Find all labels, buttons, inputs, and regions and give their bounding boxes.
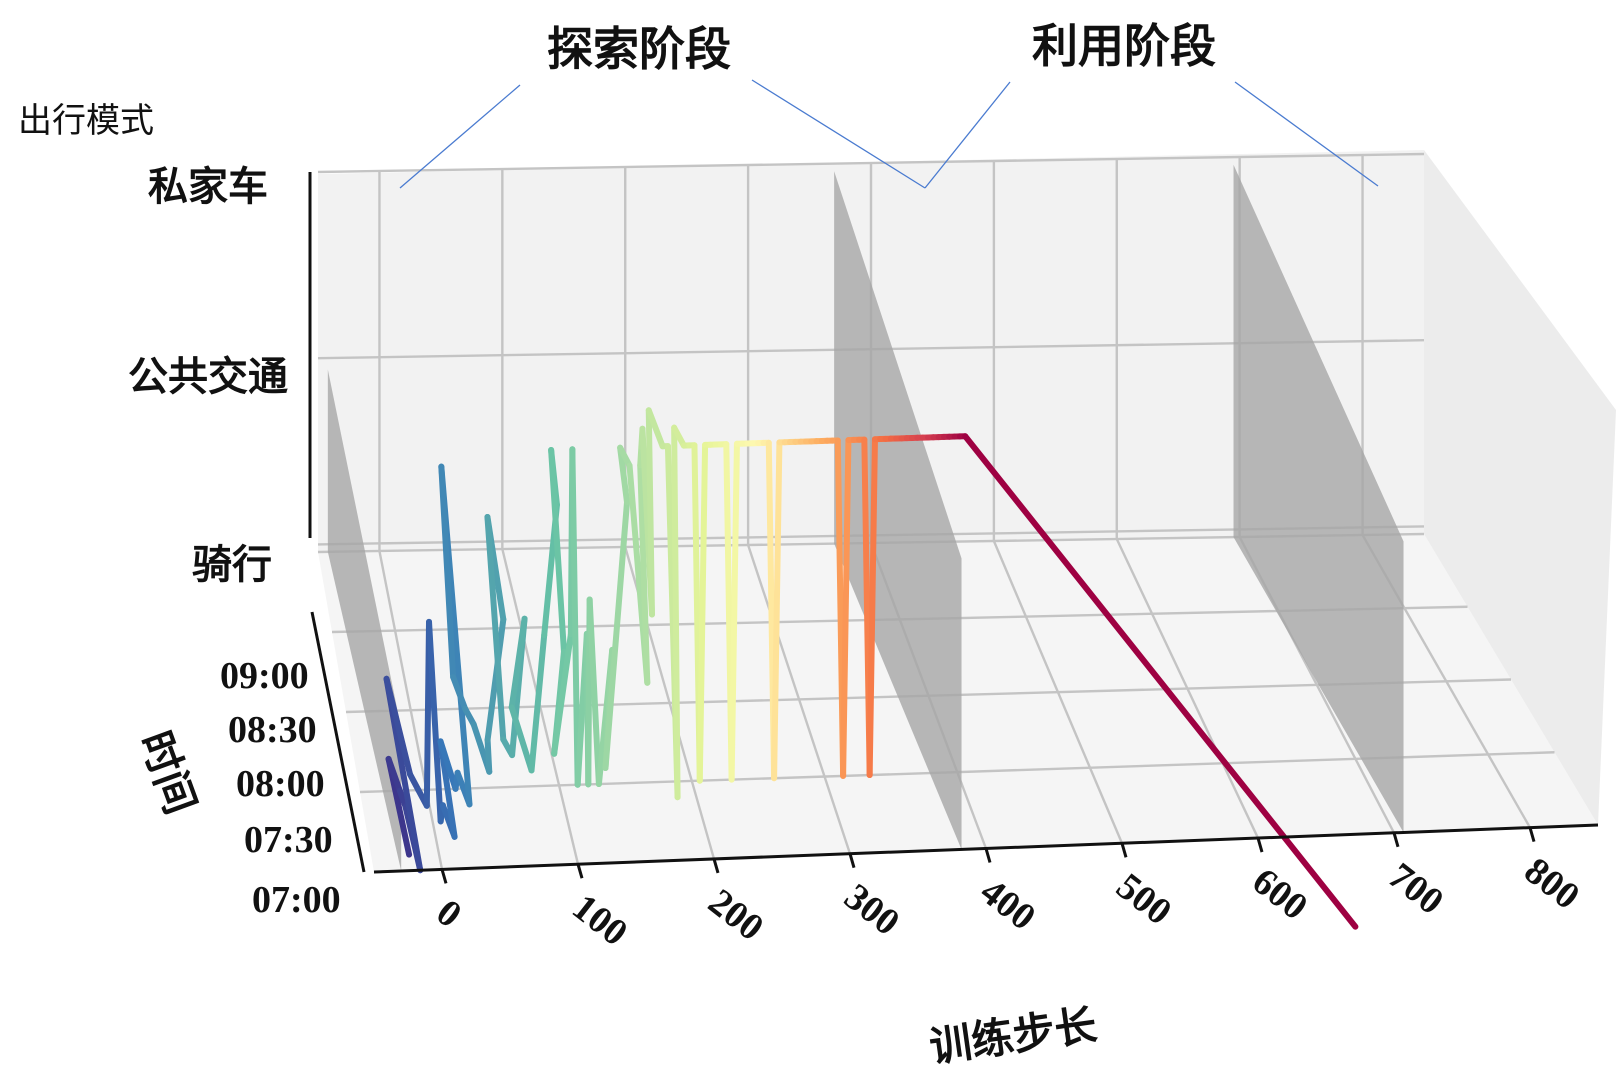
x-axis-title: 训练步长 bbox=[927, 1000, 1100, 1072]
shadow-plane-1 bbox=[834, 171, 962, 850]
y-axis-title: 时间 bbox=[131, 725, 206, 821]
series-segment-56 bbox=[671, 424, 687, 449]
series-segment-47 bbox=[637, 462, 651, 686]
series-segment-5 bbox=[383, 675, 414, 778]
series-segment-34 bbox=[551, 631, 574, 757]
series-segment-1 bbox=[385, 755, 403, 794]
x-tick-mark-600 bbox=[1256, 837, 1264, 853]
series-segment-17 bbox=[438, 463, 457, 681]
series-segment-18 bbox=[450, 674, 469, 712]
x-tick-label-500: 500 bbox=[1108, 865, 1179, 933]
series-segment-36 bbox=[569, 446, 581, 788]
series-segment-43 bbox=[602, 499, 631, 771]
annotation-line-0 bbox=[399, 84, 521, 189]
x-tick-label-300: 300 bbox=[836, 876, 907, 944]
x-tick-label-400: 400 bbox=[972, 870, 1043, 938]
shadow-plane-2 bbox=[1233, 164, 1404, 833]
x-tick-mark-300 bbox=[848, 853, 856, 869]
series-segment-32 bbox=[548, 446, 567, 655]
series-segment-60 bbox=[696, 441, 709, 784]
series-segment-51 bbox=[645, 407, 655, 618]
annotation-line-2 bbox=[924, 81, 1011, 189]
series-segment-44 bbox=[617, 444, 631, 506]
x-tick-label-800: 800 bbox=[1516, 850, 1587, 918]
phase-annotations bbox=[399, 79, 1379, 189]
z-tick-car: 私家车 bbox=[148, 164, 268, 210]
series-segment-66 bbox=[728, 440, 740, 783]
phase-label-exploit: 利用阶段 bbox=[1032, 19, 1216, 73]
z-axis-title: 出行模式 bbox=[18, 101, 154, 141]
z-tick-transit: 公共交通 bbox=[128, 354, 288, 400]
side-pane bbox=[1424, 150, 1616, 825]
x-tick-label-100: 100 bbox=[564, 886, 635, 954]
grid-back-z-2 bbox=[317, 152, 1425, 174]
annotation-line-3 bbox=[1234, 81, 1379, 187]
y-tick-0900: 09:00 bbox=[220, 655, 309, 697]
series-line bbox=[383, 407, 1359, 930]
series-segment-21 bbox=[484, 736, 493, 775]
y-tick-0830: 08:30 bbox=[228, 709, 317, 751]
series-segment-110 bbox=[962, 433, 1359, 930]
series-segment-24 bbox=[484, 513, 507, 743]
series-segment-27 bbox=[508, 615, 528, 711]
annotation-line-1 bbox=[751, 79, 926, 189]
series-segment-28 bbox=[508, 704, 535, 774]
phase-label-explore: 探索阶段 bbox=[547, 22, 731, 76]
series-segment-92 bbox=[866, 436, 878, 779]
y-tick-0730: 07:30 bbox=[244, 819, 333, 861]
series-segment-40 bbox=[586, 596, 602, 788]
series-segment-87 bbox=[840, 437, 852, 779]
series-segment-29 bbox=[528, 632, 548, 774]
y-tick-0700: 07:00 bbox=[252, 879, 341, 921]
series-segment-22 bbox=[484, 616, 507, 743]
shadow-planes bbox=[327, 164, 1404, 871]
z-tick-bike: 骑行 bbox=[192, 542, 272, 588]
x-tick-mark-100 bbox=[576, 863, 584, 879]
series-segment-9 bbox=[426, 618, 444, 825]
x-tick-label-700: 700 bbox=[1380, 855, 1451, 923]
series-segment-74 bbox=[771, 439, 783, 782]
x-tick-mark-400 bbox=[984, 848, 992, 863]
series-segment-52 bbox=[645, 407, 666, 450]
series-segment-13 bbox=[437, 738, 459, 792]
x-tick-labels: 0 100 200 300 400 500 600 700 800 bbox=[428, 850, 1587, 955]
series-segment-45 bbox=[617, 444, 633, 469]
x-tick-mark-200 bbox=[712, 858, 720, 874]
x-tick-label-600: 600 bbox=[1244, 860, 1315, 928]
axes bbox=[308, 172, 1599, 884]
x-tick-label-0: 0 bbox=[428, 891, 469, 936]
x-tick-label-200: 200 bbox=[700, 881, 771, 949]
series-segment-55 bbox=[671, 424, 681, 801]
y-axis-line bbox=[310, 611, 366, 873]
x-tick-mark-0 bbox=[440, 868, 448, 884]
y-tick-0800: 08:00 bbox=[236, 763, 325, 805]
x-tick-mark-500 bbox=[1120, 842, 1128, 858]
x-tick-mark-700 bbox=[1392, 832, 1400, 848]
shadow-plane-0 bbox=[327, 369, 402, 871]
x-tick-mark-800 bbox=[1528, 827, 1536, 843]
